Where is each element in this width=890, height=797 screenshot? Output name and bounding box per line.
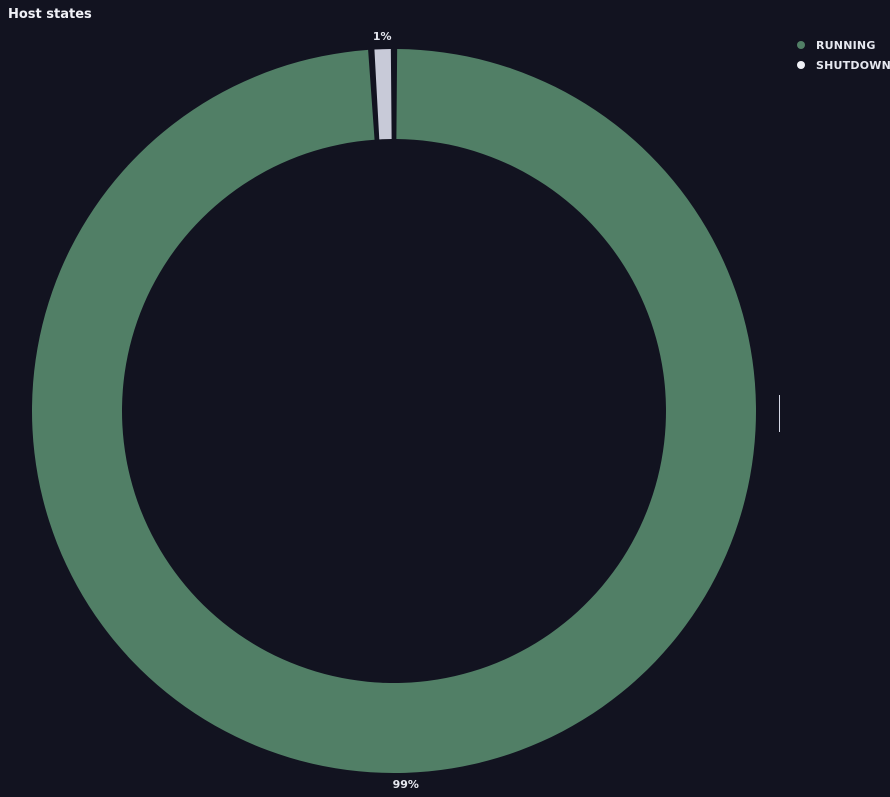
legend-swatch-running — [797, 41, 805, 49]
chart-legend: RUNNING SHUTDOWN — [797, 35, 890, 75]
slice-label-shutdown: 1% — [373, 30, 392, 43]
panel-title: Host states — [8, 7, 92, 22]
legend-label-running: RUNNING — [816, 38, 876, 52]
legend-swatch-shutdown — [797, 61, 805, 69]
hover-cursor-line — [779, 395, 780, 432]
legend-item-shutdown[interactable]: SHUTDOWN — [797, 55, 890, 75]
slice-label-running: 99% — [393, 778, 419, 791]
slice-running[interactable] — [32, 49, 757, 773]
legend-label-shutdown: SHUTDOWN — [816, 58, 890, 72]
legend-item-running[interactable]: RUNNING — [797, 35, 890, 55]
slice-shutdown[interactable] — [374, 49, 392, 140]
